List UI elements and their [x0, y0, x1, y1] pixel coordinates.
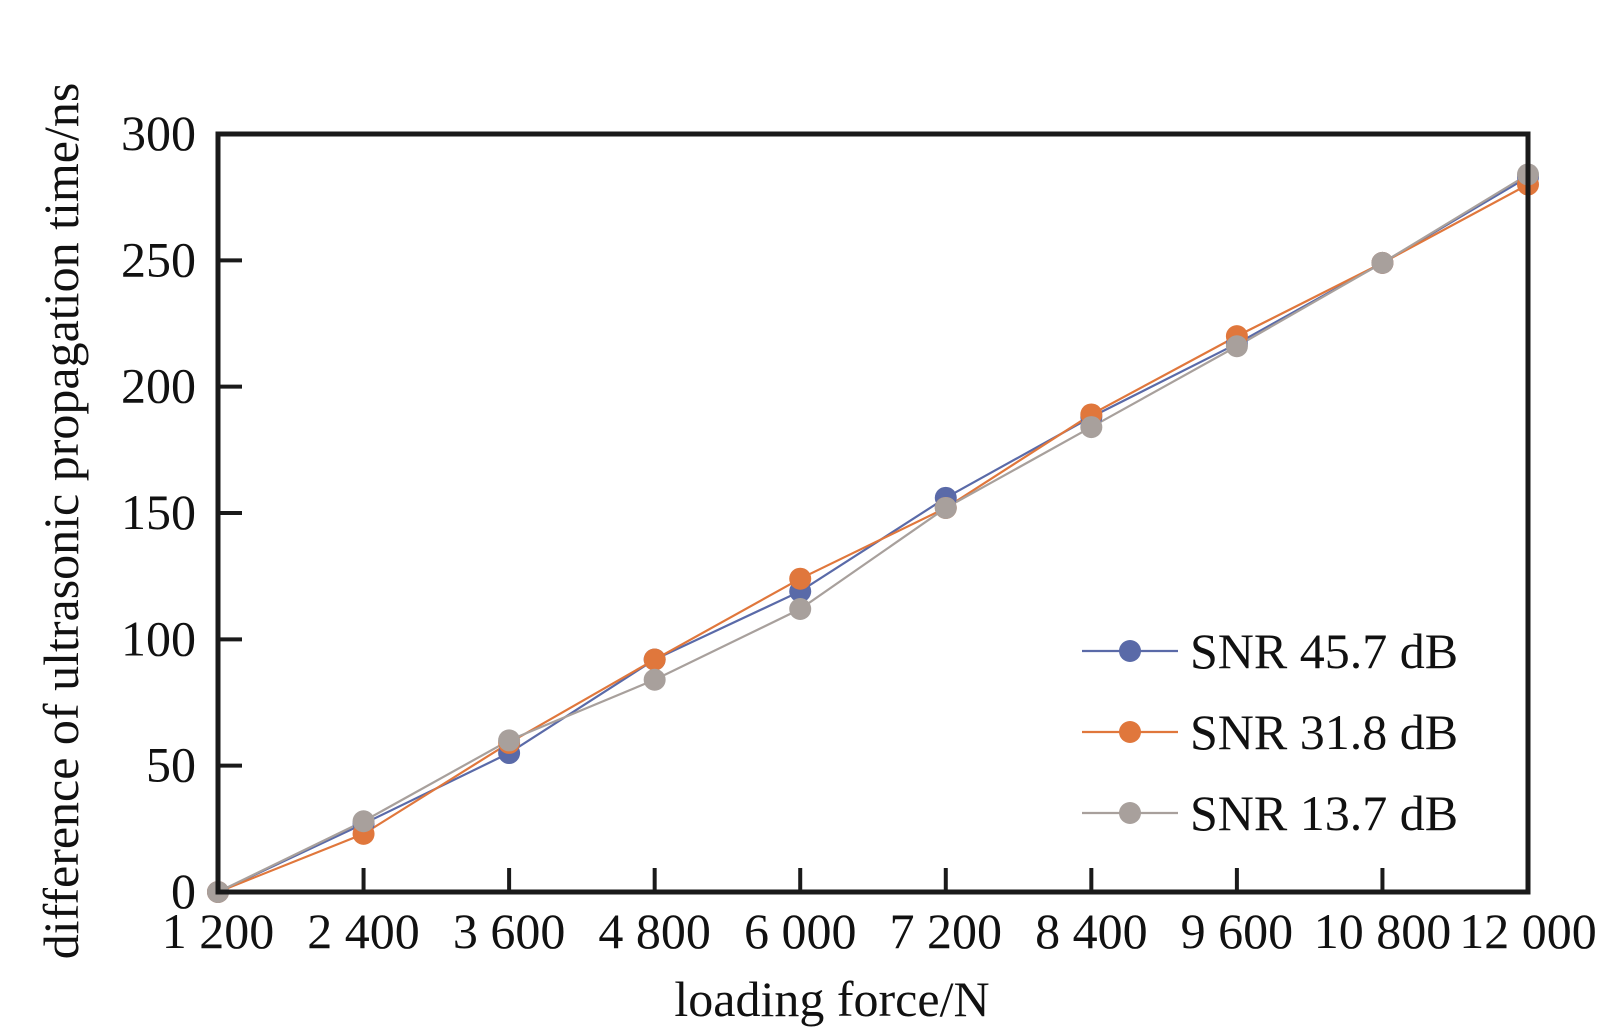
- series-2-point: [498, 729, 521, 752]
- x-tick-label: 6 000: [744, 903, 857, 959]
- x-tick-label: 8 400: [1035, 903, 1148, 959]
- x-axis-title: loading force/N: [674, 971, 989, 1027]
- series-line-2: [217, 173, 1529, 893]
- x-ticks: 1 200 2 400 3 600 4 800 6 000 7 200 8 400 9 600…: [162, 868, 1597, 959]
- y-ticks: 0 50 100 150 200 250 300: [121, 105, 242, 919]
- y-tick-label: 300: [121, 105, 196, 161]
- series-2-point: [934, 496, 957, 519]
- x-tick-label: 7 200: [890, 903, 1003, 959]
- series-1-point: [643, 648, 666, 671]
- x-tick-label: 4 800: [598, 903, 711, 959]
- y-tick-label: 150: [121, 484, 196, 540]
- series-2-point: [1371, 251, 1394, 274]
- y-tick-label: 50: [146, 737, 196, 793]
- series-2-point: [789, 598, 812, 621]
- y-tick-label: 200: [121, 358, 196, 414]
- legend-label: SNR 13.7 dB: [1190, 785, 1458, 841]
- series-2-point: [1225, 335, 1248, 358]
- plot-frame: [215, 131, 1531, 895]
- y-tick-label: 100: [121, 610, 196, 666]
- x-tick-label: 2 400: [307, 903, 420, 959]
- legend-marker: [1119, 802, 1141, 824]
- legend-label: SNR 45.7 dB: [1190, 623, 1458, 679]
- y-tick-label: 250: [121, 231, 196, 287]
- series-layer: [207, 163, 1539, 903]
- legend-marker: [1119, 721, 1141, 743]
- x-tick-label: 9 600: [1181, 903, 1294, 959]
- legend-marker: [1119, 640, 1141, 662]
- y-tick-label: 0: [171, 863, 196, 919]
- x-tick-label: 10 800: [1314, 903, 1452, 959]
- x-tick-label: 1 200: [162, 903, 275, 959]
- series-2-point: [1080, 416, 1103, 439]
- series-2-point: [352, 810, 375, 833]
- series-1-point: [789, 567, 812, 590]
- x-tick-label: 3 600: [453, 903, 566, 959]
- series-line-1: [217, 183, 1529, 894]
- series-2-point: [643, 668, 666, 691]
- x-tick-label: 12 000: [1459, 903, 1597, 959]
- y-axis-title: difference of ultrasonic propagation tim…: [33, 83, 89, 960]
- legend-label: SNR 31.8 dB: [1190, 704, 1458, 760]
- legend: SNR 45.7 dB SNR 31.8 dB SNR 13.7 dB: [1082, 623, 1458, 841]
